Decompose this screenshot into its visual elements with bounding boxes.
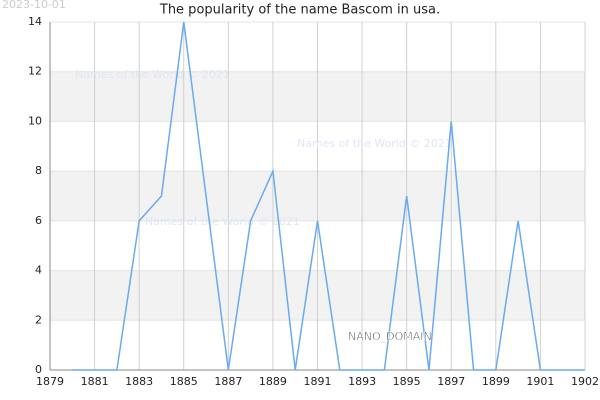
series-line: [72, 21, 585, 371]
x-tick-label: 1899: [482, 375, 510, 388]
brand: NANO_DOMAIN: [348, 330, 432, 343]
x-tick-label: 1881: [81, 375, 109, 388]
x-tick-label: 1895: [393, 375, 421, 388]
y-tick-label: 14: [28, 15, 42, 28]
x-tick-label: 1902: [571, 375, 599, 388]
y-tick-label: 12: [28, 65, 42, 78]
x-tick-label: 1889: [259, 375, 287, 388]
watermark: Names of the World © 2021: [145, 215, 300, 228]
x-tick-label: 1893: [348, 375, 376, 388]
x-tick-label: 1901: [526, 375, 554, 388]
x-tick-label: 1883: [125, 375, 153, 388]
date-stamp: 2023-10-01: [2, 0, 66, 11]
y-tick-label: 2: [35, 313, 42, 326]
y-tick-label: 4: [35, 264, 42, 277]
y-tick-label: 6: [35, 214, 42, 227]
watermark: Names of the World © 2021: [297, 137, 452, 150]
watermark: Names of the World © 2021: [75, 68, 230, 81]
y-tick-label: 0: [35, 363, 42, 376]
chart-title: The popularity of the name Bascom in usa…: [159, 3, 440, 18]
x-tick-label: 1879: [36, 375, 64, 388]
y-tick-label: 8: [35, 164, 42, 177]
x-tick-label: 1885: [170, 375, 198, 388]
y-tick-label: 10: [28, 114, 42, 127]
x-tick-label: 1887: [214, 375, 242, 388]
x-tick-label: 1897: [437, 375, 465, 388]
x-tick-label: 1891: [304, 375, 332, 388]
